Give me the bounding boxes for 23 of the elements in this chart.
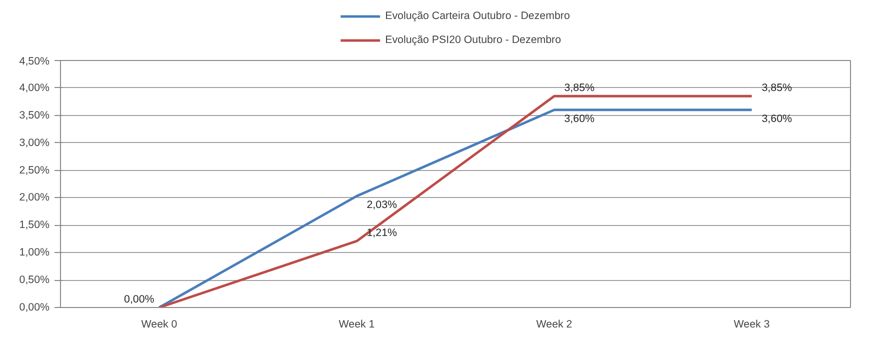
x-tick-label: Week 2: [536, 318, 572, 330]
y-tick-label: 0,50%: [19, 274, 50, 286]
y-tick-label: 3,50%: [19, 109, 50, 122]
y-tick-label: 2,00%: [19, 192, 50, 204]
legend-label: Evolução Carteira Outubro - Dezembro: [385, 10, 570, 22]
data-label: 3,60%: [564, 112, 595, 125]
data-label: 3,60%: [762, 112, 792, 125]
data-label: 2,03%: [366, 199, 398, 212]
data-label: 1,21%: [366, 227, 398, 240]
data-label: 3,85%: [762, 82, 792, 94]
legend-label: Evolução PSI20 Outubro - Dezembro: [385, 34, 562, 46]
data-label: 3,85%: [564, 82, 595, 94]
x-tick-label: Week 0: [141, 318, 178, 330]
x-tick-label: Week 3: [734, 318, 770, 330]
y-tick-label: 1,00%: [19, 246, 50, 259]
y-tick-label: 3,00%: [19, 136, 50, 149]
y-tick-label: 1,50%: [19, 219, 50, 232]
y-tick-label: 4,00%: [19, 82, 50, 94]
y-tick-label: 4,50%: [19, 56, 50, 68]
x-tick-label: Week 1: [338, 318, 375, 330]
y-tick-label: 2,50%: [19, 164, 50, 176]
data-label: 0,00%: [124, 294, 155, 306]
y-tick-label: 0,00%: [19, 302, 50, 314]
